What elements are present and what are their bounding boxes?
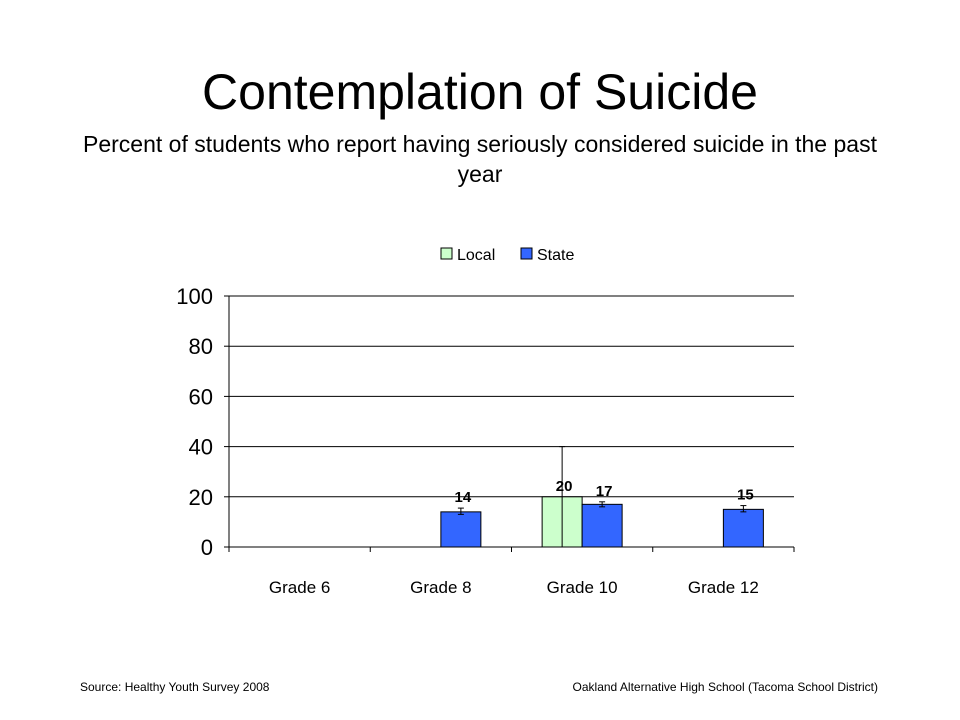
school-name: Oakland Alternative High School (Tacoma … bbox=[572, 680, 878, 694]
x-tick-label: Grade 8 bbox=[410, 578, 471, 597]
chart-gridlines bbox=[229, 295, 794, 548]
legend-label-local: Local bbox=[457, 247, 495, 264]
y-tick-label: 100 bbox=[176, 284, 213, 309]
bar-state-grade-8 bbox=[440, 511, 482, 548]
x-tick-label: Grade 12 bbox=[688, 578, 759, 597]
legend-swatch-state bbox=[520, 247, 533, 260]
slide-subtitle: Percent of students who report having se… bbox=[83, 131, 877, 187]
y-tick-label: 40 bbox=[189, 435, 213, 460]
chart-legend: Local State bbox=[440, 247, 574, 264]
x-tick-label: Grade 10 bbox=[547, 578, 618, 597]
legend-label-state: State bbox=[537, 247, 574, 264]
y-tick-label: 80 bbox=[189, 334, 213, 359]
y-tick-label: 60 bbox=[189, 384, 213, 409]
data-label: 14 bbox=[455, 489, 472, 506]
y-tick-label: 0 bbox=[201, 535, 213, 560]
bar-state-grade-12 bbox=[722, 508, 764, 548]
chart-data-labels: 20 14 17 15 bbox=[455, 478, 754, 506]
chart-bars bbox=[440, 446, 764, 548]
y-tick-label: 20 bbox=[189, 485, 213, 510]
data-label: 20 bbox=[556, 478, 573, 495]
legend-swatch-local bbox=[440, 247, 453, 260]
bar-state-grade-10 bbox=[581, 503, 623, 548]
x-tick-label: Grade 6 bbox=[269, 578, 330, 597]
data-label: 15 bbox=[737, 487, 754, 504]
source-note: Source: Healthy Youth Survey 2008 bbox=[80, 680, 270, 694]
slide-title: Contemplation of Suicide bbox=[202, 64, 758, 120]
data-label: 17 bbox=[596, 483, 613, 500]
chart-axes: 0 20 40 60 80 100 Grade 6 Grade 8 Grade 10 Grade … bbox=[176, 284, 795, 597]
